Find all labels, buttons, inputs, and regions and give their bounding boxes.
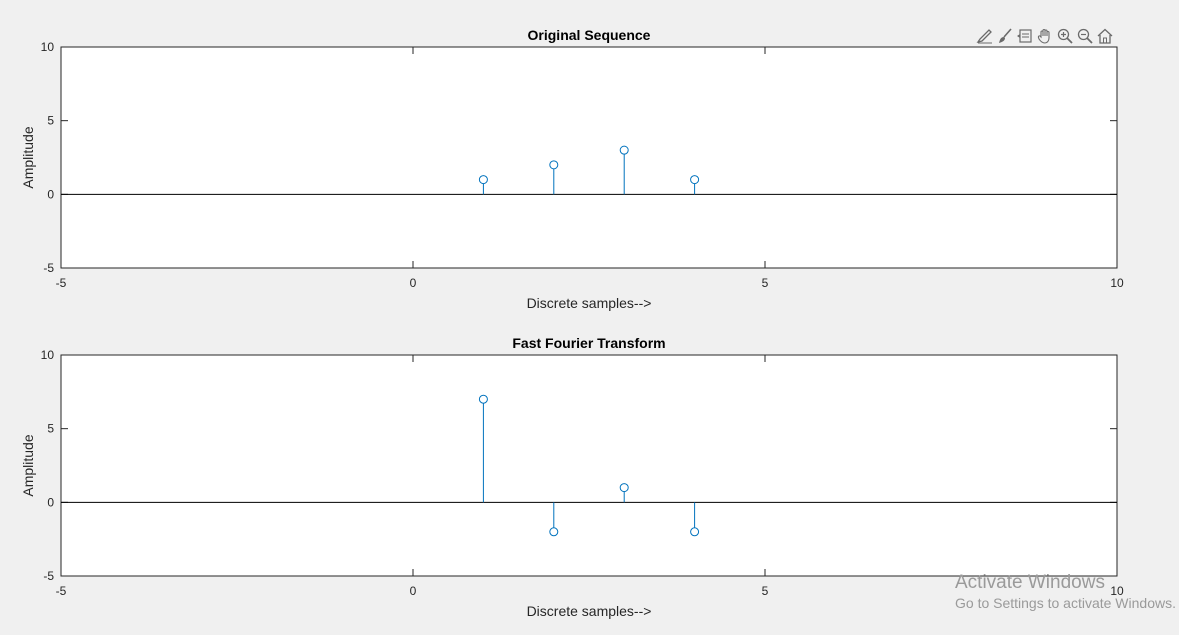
x-tick-label: 0 — [410, 584, 417, 598]
plot-area — [60, 46, 1118, 269]
x-tick-label: 0 — [410, 276, 417, 290]
y-axis-label: Amplitude — [20, 126, 36, 188]
x-tick-label: 10 — [1110, 584, 1124, 598]
y-tick-label: -5 — [43, 569, 54, 583]
y-tick-label: 10 — [41, 40, 55, 54]
y-axis-label: Amplitude — [20, 434, 36, 496]
data-tips-icon[interactable] — [1016, 27, 1034, 45]
y-tick-label: 0 — [47, 495, 54, 509]
y-tick-label: 10 — [41, 348, 55, 362]
edit-plot-icon[interactable] — [976, 27, 994, 45]
zoom-in-icon[interactable] — [1056, 27, 1074, 45]
y-tick-label: 5 — [47, 422, 54, 436]
stem-marker — [549, 160, 559, 170]
stem-marker — [478, 394, 488, 404]
x-tick-label: 10 — [1110, 276, 1124, 290]
plot-area — [60, 354, 1118, 577]
chart-title: Original Sequence — [528, 27, 651, 43]
x-tick-label: -5 — [56, 276, 67, 290]
x-axis-label: Discrete samples--> — [527, 603, 652, 619]
stem-marker — [478, 175, 488, 185]
stem-marker — [690, 175, 700, 185]
x-tick-label: 5 — [762, 276, 769, 290]
x-tick-label: 5 — [762, 584, 769, 598]
chart-title: Fast Fourier Transform — [512, 335, 665, 351]
chart-2: -5 0 5 10 -5 0 5 10 Fast Fourier Transform Discre… — [20, 335, 1124, 619]
axes-toolbar — [976, 26, 1114, 46]
pan-icon[interactable] — [1036, 27, 1054, 45]
stem-marker — [619, 145, 629, 155]
brush-icon[interactable] — [996, 27, 1014, 45]
y-tick-label: -5 — [43, 261, 54, 275]
stem-marker — [690, 527, 700, 537]
x-axis-label: Discrete samples--> — [527, 295, 652, 311]
y-tick-label: 0 — [47, 187, 54, 201]
zoom-out-icon[interactable] — [1076, 27, 1094, 45]
stem-marker — [549, 527, 559, 537]
y-tick-label: 5 — [47, 114, 54, 128]
stem-marker — [619, 483, 629, 493]
restore-view-icon[interactable] — [1096, 27, 1114, 45]
chart-1: -5 0 5 10 -5 0 5 10 Original Sequence Discrete sa… — [20, 27, 1124, 311]
x-tick-label: -5 — [56, 584, 67, 598]
